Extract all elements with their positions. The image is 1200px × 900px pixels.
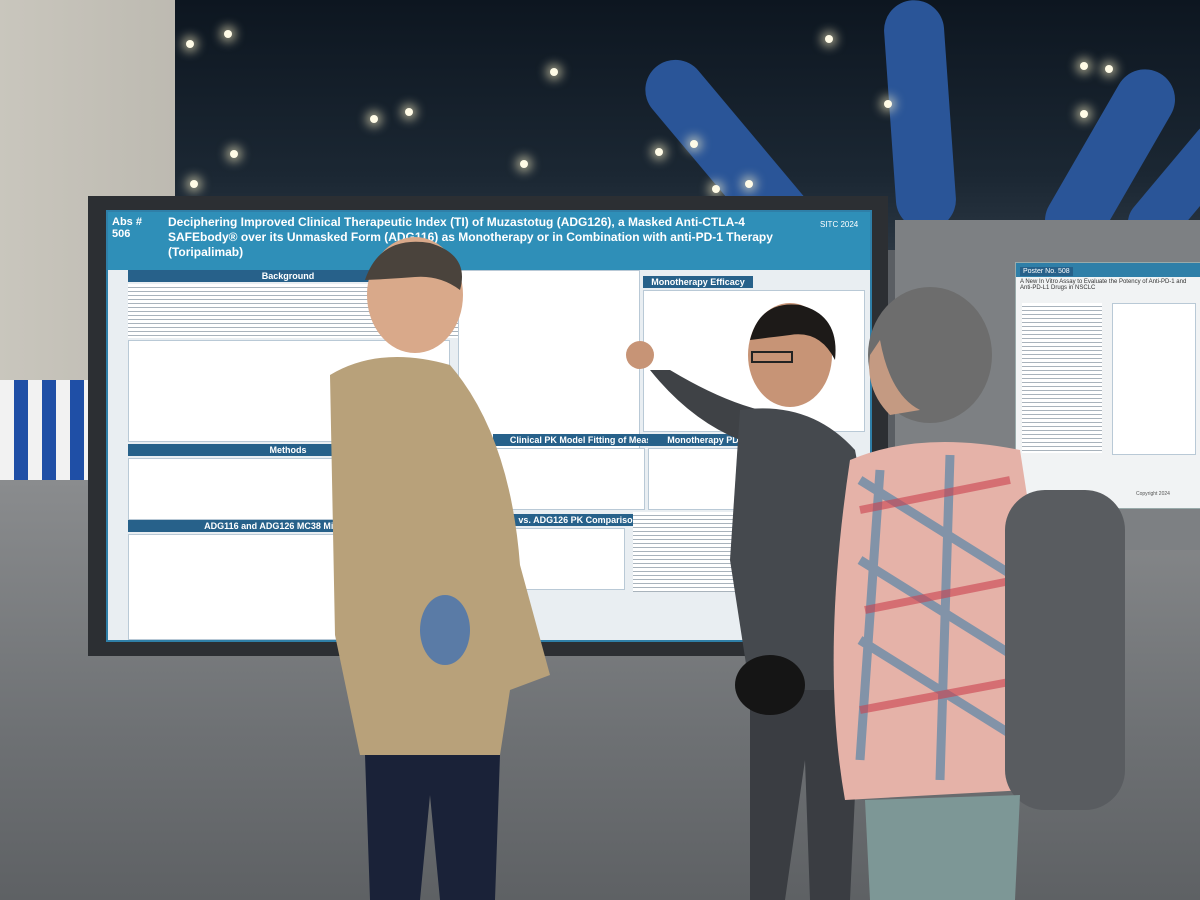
pk-fit-charts (493, 448, 645, 510)
conference-label: SITC 2024 (820, 220, 859, 229)
ceiling-light (1080, 110, 1088, 118)
ceiling-light (230, 150, 238, 158)
ceiling-light (224, 30, 232, 38)
steel-beam (882, 0, 958, 232)
ceiling-light (745, 180, 753, 188)
poster2-figure (1112, 303, 1196, 455)
ceiling-light (690, 140, 698, 148)
ceiling-light (884, 100, 892, 108)
ceiling-light (190, 180, 198, 188)
person-woman-right (833, 287, 1125, 900)
section-mono: Monotherapy Efficacy and Safety (643, 276, 753, 299)
ceiling-light (520, 160, 528, 168)
poster2-number: Poster No. 508 (1020, 267, 1073, 276)
person-presenter (626, 303, 867, 900)
ceiling-light (1105, 65, 1113, 73)
ceiling-light (370, 115, 378, 123)
poster-title-bar: Abs # 506 Deciphering Improved Clinical … (108, 212, 870, 270)
pd-chart (648, 448, 750, 510)
efficacy-charts (458, 270, 640, 452)
poster2-copyright: Copyright 2024 (1136, 491, 1170, 497)
ceiling-light (186, 40, 194, 48)
poster2-text (1022, 303, 1102, 453)
ceiling-light (825, 35, 833, 43)
abstract-number: Abs # 506 (112, 216, 142, 240)
poster2-title: A New In Vitro Assay to Evaluate the Pot… (1020, 279, 1187, 291)
ceiling-light (712, 185, 720, 193)
ceiling-light (655, 148, 663, 156)
person-man-left (330, 237, 550, 900)
ceiling-light (550, 68, 558, 76)
ceiling-light (1080, 62, 1088, 70)
poster-secondary: Poster No. 508 A New In Vitro Assay to E… (1015, 262, 1200, 509)
poster-title: Deciphering Improved Clinical Therapeuti… (168, 215, 773, 259)
ceiling-light (405, 108, 413, 116)
